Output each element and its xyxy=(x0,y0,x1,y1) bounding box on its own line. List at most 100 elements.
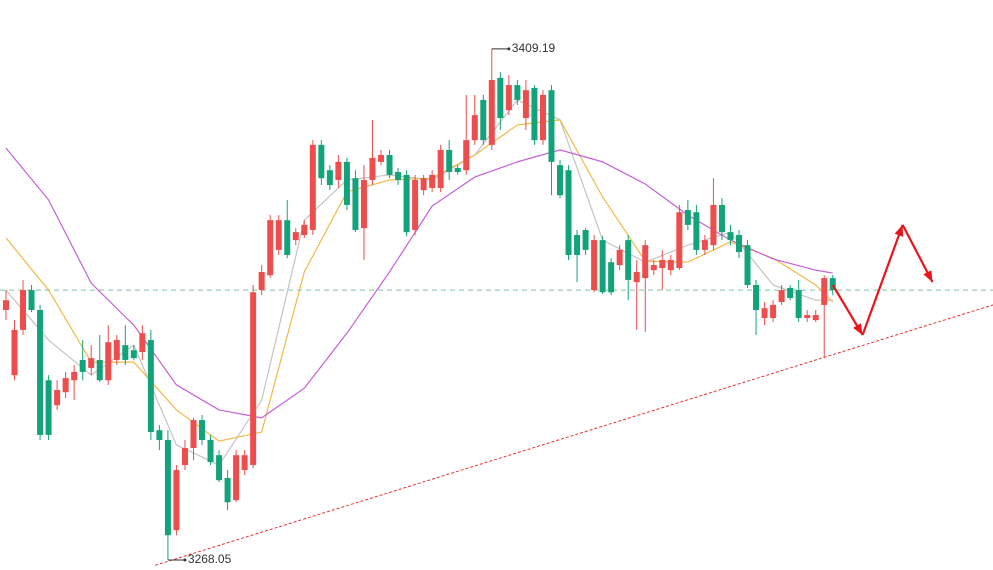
forecast-arrow xyxy=(861,224,904,336)
candle-body xyxy=(684,210,691,225)
candle-body xyxy=(608,262,615,293)
candle-body xyxy=(531,87,538,141)
candle-body xyxy=(650,265,657,271)
candle-body xyxy=(727,232,734,241)
extreme-dot xyxy=(507,47,511,51)
candle-body xyxy=(625,240,632,280)
candle-body xyxy=(446,149,453,173)
candle-body xyxy=(250,292,257,465)
candle-body xyxy=(190,420,197,448)
candle-body xyxy=(480,99,487,141)
candle-body xyxy=(292,232,299,241)
candle-body xyxy=(37,309,44,435)
candle-body xyxy=(386,154,393,175)
candle-body xyxy=(770,304,777,318)
candle-body xyxy=(79,359,86,372)
candle-body xyxy=(2,300,9,310)
moving-average-line xyxy=(5,99,833,466)
candle-body xyxy=(267,220,274,276)
candle-body xyxy=(599,240,606,293)
candle-body xyxy=(378,154,385,162)
candle-body xyxy=(113,340,120,360)
candle-body xyxy=(565,170,572,255)
candle-body xyxy=(207,439,214,463)
candle-body xyxy=(804,315,811,318)
candle-body xyxy=(318,144,325,179)
candle-body xyxy=(505,85,512,111)
candle-body xyxy=(326,170,333,186)
candle-body xyxy=(829,278,836,291)
candle-body xyxy=(437,149,444,188)
candle-body xyxy=(557,165,564,196)
candle-body xyxy=(88,358,95,368)
candle-body xyxy=(105,342,112,381)
candle-body xyxy=(429,174,436,188)
candle-body xyxy=(258,271,265,291)
candle-body xyxy=(582,229,589,250)
candle-body xyxy=(821,278,828,305)
trend-line xyxy=(154,304,993,566)
candle-body xyxy=(11,329,18,376)
candle-body xyxy=(241,455,248,471)
candle-body xyxy=(701,240,708,250)
candle-body xyxy=(173,470,180,531)
candle-body xyxy=(753,285,760,310)
candle-body xyxy=(275,220,282,250)
candle-body xyxy=(676,212,683,268)
candle-body xyxy=(659,260,666,268)
candle-body xyxy=(301,224,308,236)
candle-body xyxy=(156,430,163,440)
arrow-head xyxy=(923,270,933,283)
candle-body xyxy=(744,245,751,285)
candle-body xyxy=(642,245,649,279)
candle-body xyxy=(147,340,154,433)
candle-body xyxy=(216,455,223,481)
candle-body xyxy=(369,157,376,180)
candle-body xyxy=(335,161,342,180)
candle-body xyxy=(233,455,240,501)
candle-body xyxy=(539,94,546,141)
candle-body xyxy=(591,240,598,291)
candle-body xyxy=(514,85,521,100)
candle-body xyxy=(497,77,504,119)
candle-body xyxy=(616,249,623,266)
candle-body xyxy=(522,90,529,119)
candle-body xyxy=(693,212,700,250)
candle-body xyxy=(28,290,35,310)
candle-body xyxy=(420,178,427,191)
candle-body xyxy=(471,115,478,141)
candle-body xyxy=(284,220,291,255)
moving-average-line xyxy=(5,119,834,442)
candle-body xyxy=(488,80,495,145)
candle-body xyxy=(181,447,188,465)
candle-body xyxy=(463,140,470,171)
candle-body xyxy=(20,290,27,330)
extreme-label: 3409.19 xyxy=(512,41,556,55)
candle-body xyxy=(454,168,461,173)
candle-body xyxy=(761,308,768,318)
extreme-dot xyxy=(183,558,187,562)
candle-body xyxy=(224,478,231,503)
candle-body xyxy=(62,378,69,393)
candle-body xyxy=(403,174,410,233)
candle-body xyxy=(778,290,785,303)
candle-body xyxy=(139,333,146,352)
candle-body xyxy=(718,204,725,233)
candle-body xyxy=(199,420,206,440)
candle-body xyxy=(164,439,171,536)
candle-body xyxy=(710,204,717,246)
candle-body xyxy=(574,235,581,255)
candle-body xyxy=(54,390,61,406)
candle-body xyxy=(360,179,367,229)
candle-body xyxy=(812,315,819,321)
candle-body xyxy=(395,172,402,180)
arrow-head xyxy=(894,224,904,237)
moving-average-line xyxy=(5,147,833,419)
candle-body xyxy=(548,90,555,162)
candle-body xyxy=(633,271,640,283)
candle-body xyxy=(122,345,129,360)
extreme-label: 3268.05 xyxy=(188,552,232,566)
candle-body xyxy=(45,380,52,435)
candle-body xyxy=(96,359,103,381)
